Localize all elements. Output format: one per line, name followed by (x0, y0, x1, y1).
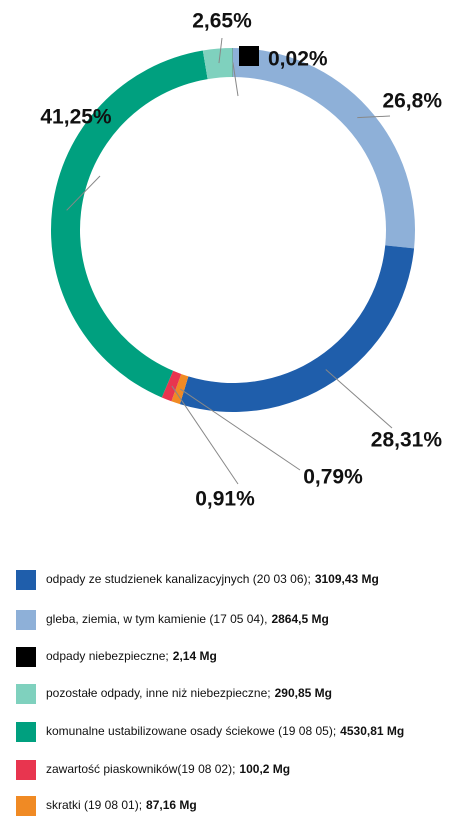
leader-line (232, 62, 239, 97)
legend-label: zawartość piaskowników(19 08 02); (46, 762, 235, 776)
leader-line (325, 369, 393, 429)
legend-entry: komunalne ustabilizowane osady ściekowe … (46, 724, 404, 738)
legend-amount: 290,85 Mg (275, 686, 332, 700)
legend-entry: odpady ze studzienek kanalizacyjnych (20… (46, 572, 379, 586)
legend-label: odpady ze studzienek kanalizacyjnych (20… (46, 572, 311, 586)
legend-swatch (16, 610, 36, 630)
legend-swatch (16, 760, 36, 780)
value-label: 2,65% (192, 10, 252, 33)
legend-swatch (16, 722, 36, 742)
legend-entry: odpady niebezpieczne; 2,14 Mg (46, 649, 217, 663)
legend-amount: 87,16 Mg (146, 798, 197, 812)
leader-line (179, 388, 301, 471)
donut-slice (161, 370, 182, 402)
donut-slice (179, 245, 415, 412)
donut-slice (50, 50, 208, 398)
legend-label: skratki (19 08 01); (46, 798, 142, 812)
leader-line (218, 37, 223, 64)
leader-line (171, 385, 239, 485)
legend-swatch (16, 647, 36, 667)
legend-label: komunalne ustabilizowane osady ściekowe … (46, 724, 336, 738)
value-label: 0,02% (268, 48, 328, 71)
legend-entry: gleba, ziemia, w tym kamienie (17 05 04)… (46, 612, 329, 626)
leader-line (66, 175, 101, 211)
label-swatch (239, 46, 259, 66)
legend-amount: 2864,5 Mg (271, 612, 328, 626)
legend-amount: 2,14 Mg (173, 649, 217, 663)
legend-entry: zawartość piaskowników(19 08 02); 100,2 M… (46, 762, 290, 776)
value-label: 0,79% (303, 466, 363, 489)
value-label: 26,8% (382, 90, 442, 113)
legend-entry: pozostałe odpady, inne niż niebezpieczne… (46, 686, 332, 700)
donut-slice (233, 48, 416, 249)
legend-label: odpady niebezpieczne; (46, 649, 169, 663)
value-label: 41,25% (40, 106, 112, 129)
legend-swatch (16, 684, 36, 704)
legend-entry: skratki (19 08 01); 87,16 Mg (46, 798, 197, 812)
donut-slice (171, 373, 189, 405)
legend-amount: 3109,43 Mg (315, 572, 379, 586)
legend-swatch (16, 796, 36, 816)
value-label: 28,31% (371, 429, 443, 452)
legend-amount: 100,2 Mg (239, 762, 290, 776)
value-label: 0,91% (195, 488, 255, 511)
legend-label: pozostałe odpady, inne niż niebezpieczne… (46, 686, 271, 700)
legend-swatch (16, 570, 36, 590)
legend-label: gleba, ziemia, w tym kamienie (17 05 04)… (46, 612, 267, 626)
leader-line (357, 115, 391, 119)
donut-slice (202, 48, 233, 80)
legend-amount: 4530,81 Mg (340, 724, 404, 738)
